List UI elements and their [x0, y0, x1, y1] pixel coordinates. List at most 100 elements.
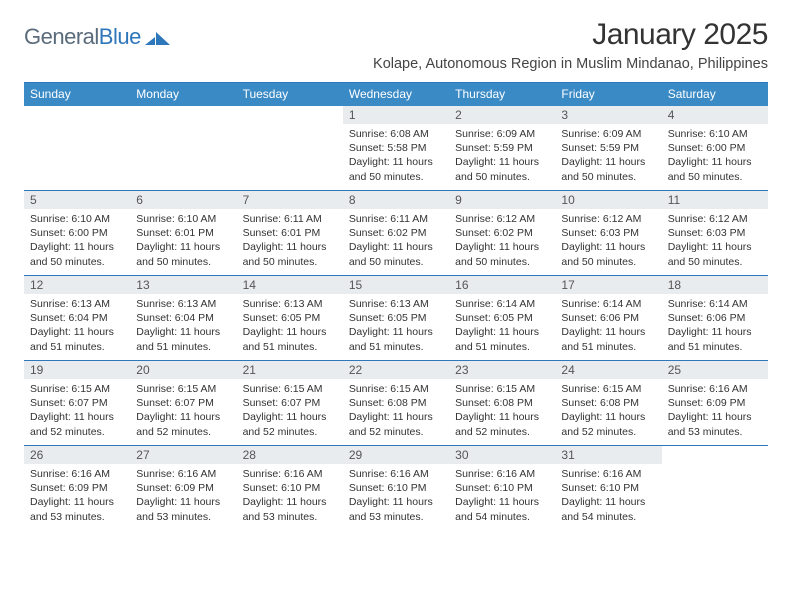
day-cell: 21Sunrise: 6:15 AMSunset: 6:07 PMDayligh…	[237, 361, 343, 445]
day-details: Sunrise: 6:11 AMSunset: 6:01 PMDaylight:…	[237, 209, 343, 273]
day-number: 3	[555, 106, 661, 124]
day-header: Thursday	[449, 83, 555, 106]
brand-text: GeneralBlue	[24, 24, 141, 50]
sunrise-text: Sunrise: 6:16 AM	[455, 467, 549, 481]
sunset-text: Sunset: 6:07 PM	[243, 396, 337, 410]
day-number: 26	[24, 446, 130, 464]
daylight-text: Daylight: 11 hours and 54 minutes.	[455, 495, 549, 523]
sunrise-text: Sunrise: 6:11 AM	[349, 212, 443, 226]
sunrise-text: Sunrise: 6:13 AM	[243, 297, 337, 311]
day-number: 18	[662, 276, 768, 294]
day-cell: 9Sunrise: 6:12 AMSunset: 6:02 PMDaylight…	[449, 191, 555, 275]
day-cell: 7Sunrise: 6:11 AMSunset: 6:01 PMDaylight…	[237, 191, 343, 275]
sunrise-text: Sunrise: 6:16 AM	[349, 467, 443, 481]
day-header: Tuesday	[237, 83, 343, 106]
title-block: January 2025 Kolape, Autonomous Region i…	[373, 18, 768, 72]
day-cell-empty	[24, 106, 130, 190]
daylight-text: Daylight: 11 hours and 51 minutes.	[455, 325, 549, 353]
sunset-text: Sunset: 6:01 PM	[243, 226, 337, 240]
day-number: 13	[130, 276, 236, 294]
daylight-text: Daylight: 11 hours and 50 minutes.	[30, 240, 124, 268]
day-number: 7	[237, 191, 343, 209]
sunset-text: Sunset: 6:04 PM	[30, 311, 124, 325]
day-cell: 31Sunrise: 6:16 AMSunset: 6:10 PMDayligh…	[555, 446, 661, 530]
daylight-text: Daylight: 11 hours and 50 minutes.	[561, 240, 655, 268]
day-details: Sunrise: 6:16 AMSunset: 6:10 PMDaylight:…	[343, 464, 449, 528]
sunset-text: Sunset: 6:08 PM	[561, 396, 655, 410]
day-cell: 23Sunrise: 6:15 AMSunset: 6:08 PMDayligh…	[449, 361, 555, 445]
day-cell: 6Sunrise: 6:10 AMSunset: 6:01 PMDaylight…	[130, 191, 236, 275]
daylight-text: Daylight: 11 hours and 53 minutes.	[668, 410, 762, 438]
day-cell: 13Sunrise: 6:13 AMSunset: 6:04 PMDayligh…	[130, 276, 236, 360]
page-header: GeneralBlue January 2025 Kolape, Autonom…	[24, 18, 768, 72]
sunrise-text: Sunrise: 6:16 AM	[668, 382, 762, 396]
sunset-text: Sunset: 6:10 PM	[561, 481, 655, 495]
day-details: Sunrise: 6:16 AMSunset: 6:10 PMDaylight:…	[555, 464, 661, 528]
day-details: Sunrise: 6:16 AMSunset: 6:09 PMDaylight:…	[24, 464, 130, 528]
day-details: Sunrise: 6:12 AMSunset: 6:02 PMDaylight:…	[449, 209, 555, 273]
daylight-text: Daylight: 11 hours and 50 minutes.	[455, 155, 549, 183]
sunset-text: Sunset: 6:00 PM	[30, 226, 124, 240]
day-cell: 30Sunrise: 6:16 AMSunset: 6:10 PMDayligh…	[449, 446, 555, 530]
sunrise-text: Sunrise: 6:16 AM	[30, 467, 124, 481]
day-cell: 24Sunrise: 6:15 AMSunset: 6:08 PMDayligh…	[555, 361, 661, 445]
day-cell: 12Sunrise: 6:13 AMSunset: 6:04 PMDayligh…	[24, 276, 130, 360]
day-number	[662, 446, 768, 464]
brand-part2: Blue	[99, 24, 141, 49]
sunrise-text: Sunrise: 6:12 AM	[455, 212, 549, 226]
sunset-text: Sunset: 6:05 PM	[349, 311, 443, 325]
day-cell: 28Sunrise: 6:16 AMSunset: 6:10 PMDayligh…	[237, 446, 343, 530]
sunrise-text: Sunrise: 6:16 AM	[243, 467, 337, 481]
day-number: 8	[343, 191, 449, 209]
day-number: 14	[237, 276, 343, 294]
daylight-text: Daylight: 11 hours and 53 minutes.	[243, 495, 337, 523]
sunset-text: Sunset: 6:02 PM	[349, 226, 443, 240]
daylight-text: Daylight: 11 hours and 53 minutes.	[136, 495, 230, 523]
day-number: 15	[343, 276, 449, 294]
sunrise-text: Sunrise: 6:14 AM	[561, 297, 655, 311]
day-number: 17	[555, 276, 661, 294]
sunrise-text: Sunrise: 6:15 AM	[136, 382, 230, 396]
sunrise-text: Sunrise: 6:10 AM	[668, 127, 762, 141]
day-number: 21	[237, 361, 343, 379]
sunset-text: Sunset: 6:01 PM	[136, 226, 230, 240]
day-number	[237, 106, 343, 124]
sunrise-text: Sunrise: 6:14 AM	[668, 297, 762, 311]
daylight-text: Daylight: 11 hours and 50 minutes.	[455, 240, 549, 268]
day-header: Saturday	[662, 83, 768, 106]
day-number: 19	[24, 361, 130, 379]
day-number: 12	[24, 276, 130, 294]
sunset-text: Sunset: 6:06 PM	[668, 311, 762, 325]
day-details: Sunrise: 6:12 AMSunset: 6:03 PMDaylight:…	[555, 209, 661, 273]
day-number: 20	[130, 361, 236, 379]
day-number: 31	[555, 446, 661, 464]
sunset-text: Sunset: 6:09 PM	[668, 396, 762, 410]
day-number: 11	[662, 191, 768, 209]
daylight-text: Daylight: 11 hours and 50 minutes.	[668, 240, 762, 268]
day-header: Sunday	[24, 83, 130, 106]
day-details: Sunrise: 6:10 AMSunset: 6:00 PMDaylight:…	[24, 209, 130, 273]
day-details: Sunrise: 6:08 AMSunset: 5:58 PMDaylight:…	[343, 124, 449, 188]
day-details: Sunrise: 6:13 AMSunset: 6:05 PMDaylight:…	[237, 294, 343, 358]
day-number: 27	[130, 446, 236, 464]
sunset-text: Sunset: 6:05 PM	[455, 311, 549, 325]
sunrise-text: Sunrise: 6:13 AM	[136, 297, 230, 311]
sunset-text: Sunset: 6:02 PM	[455, 226, 549, 240]
day-details: Sunrise: 6:13 AMSunset: 6:04 PMDaylight:…	[130, 294, 236, 358]
sunrise-text: Sunrise: 6:09 AM	[561, 127, 655, 141]
week-row: 5Sunrise: 6:10 AMSunset: 6:00 PMDaylight…	[24, 190, 768, 275]
day-number: 30	[449, 446, 555, 464]
sunset-text: Sunset: 6:09 PM	[136, 481, 230, 495]
day-details: Sunrise: 6:14 AMSunset: 6:06 PMDaylight:…	[662, 294, 768, 358]
day-cell: 15Sunrise: 6:13 AMSunset: 6:05 PMDayligh…	[343, 276, 449, 360]
day-details: Sunrise: 6:13 AMSunset: 6:05 PMDaylight:…	[343, 294, 449, 358]
daylight-text: Daylight: 11 hours and 51 minutes.	[349, 325, 443, 353]
day-cell: 25Sunrise: 6:16 AMSunset: 6:09 PMDayligh…	[662, 361, 768, 445]
daylight-text: Daylight: 11 hours and 50 minutes.	[561, 155, 655, 183]
daylight-text: Daylight: 11 hours and 52 minutes.	[455, 410, 549, 438]
sunrise-text: Sunrise: 6:15 AM	[349, 382, 443, 396]
sunset-text: Sunset: 6:00 PM	[668, 141, 762, 155]
day-details: Sunrise: 6:16 AMSunset: 6:09 PMDaylight:…	[130, 464, 236, 528]
day-cell: 8Sunrise: 6:11 AMSunset: 6:02 PMDaylight…	[343, 191, 449, 275]
sunset-text: Sunset: 6:03 PM	[561, 226, 655, 240]
